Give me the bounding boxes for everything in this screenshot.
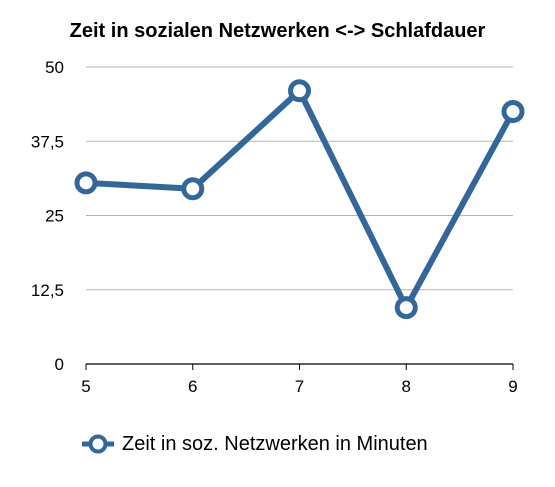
chart-title: Zeit in sozialen Netzwerken <-> Schlafda… [69,20,486,42]
data-point [394,296,418,320]
gridlines [86,66,513,291]
y-tick-label: 50 [45,58,64,77]
x-tick-label: 7 [295,377,304,396]
data-point [74,171,98,195]
data-point [288,79,311,103]
y-tick-labels: 0 12,5 25 37,5 50 [31,58,64,374]
y-tick-label: 0 [55,355,64,374]
x-tick-labels: 5 6 7 8 9 [81,377,517,396]
x-tick-label: 8 [402,377,411,396]
y-tick-label: 37,5 [31,132,64,151]
x-tick-label: 9 [508,377,517,396]
legend-marker-icon [82,434,114,454]
axes [85,363,514,370]
series-lines [83,87,516,311]
x-tick-label: 5 [81,377,90,396]
y-tick-label: 12,5 [31,281,64,300]
data-point [501,100,525,124]
y-tick-label: 25 [45,207,64,226]
series-line [83,87,516,311]
data-points [74,79,525,320]
legend-label: Zeit in soz. Netzwerken in Minuten [122,432,428,455]
data-point [181,177,205,201]
legend: Zeit in soz. Netzwerken in Minuten [80,428,428,460]
x-tick-label: 6 [188,377,197,396]
